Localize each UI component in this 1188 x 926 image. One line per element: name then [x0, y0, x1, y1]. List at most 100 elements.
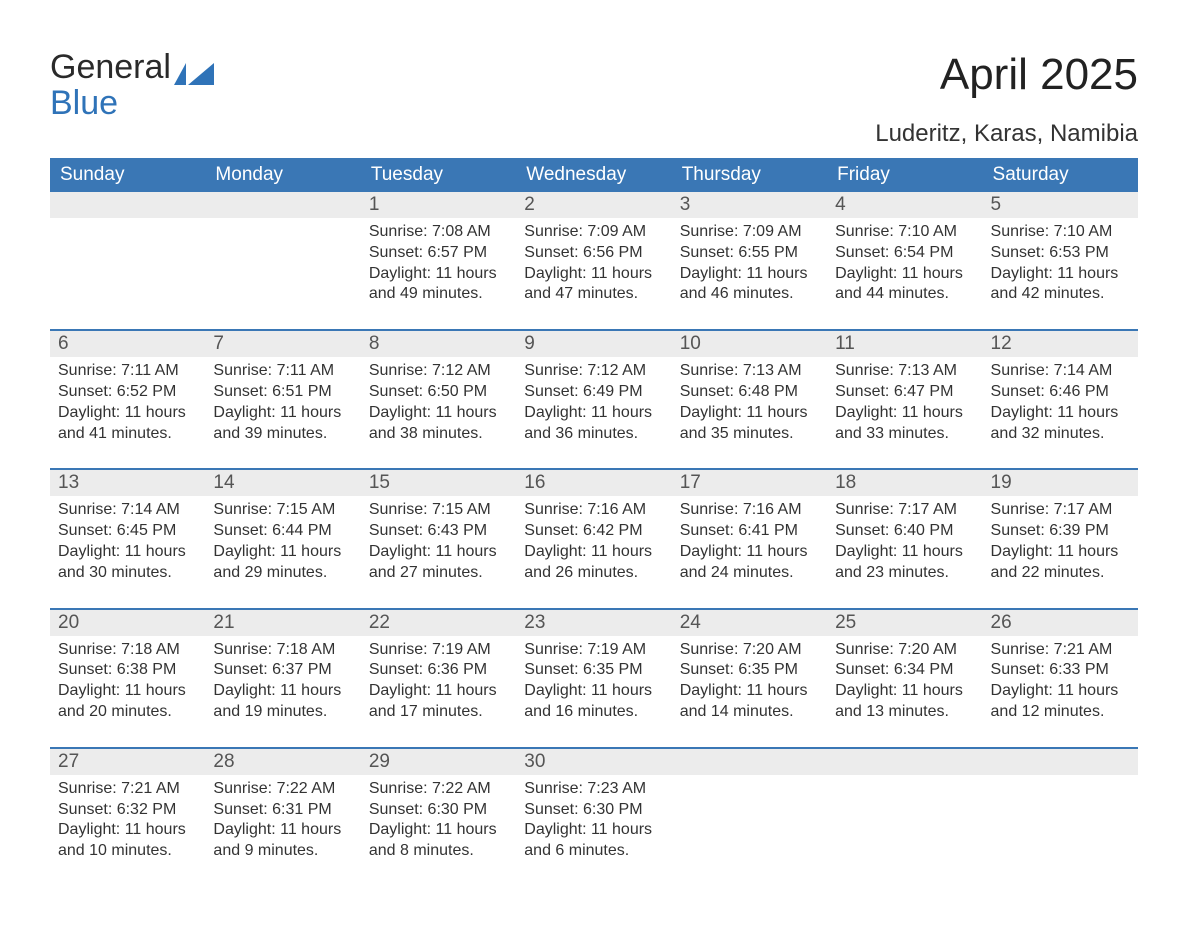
day-details: Sunrise: 7:23 AMSunset: 6:30 PMDaylight:…: [516, 775, 671, 886]
day-header: Thursday: [672, 158, 827, 192]
calendar-cell: 8Sunrise: 7:12 AMSunset: 6:50 PMDaylight…: [361, 330, 516, 469]
day-details: Sunrise: 7:14 AMSunset: 6:46 PMDaylight:…: [983, 357, 1138, 468]
calendar-cell: [50, 192, 205, 330]
day-number: 26: [983, 610, 1138, 636]
day-number: 5: [983, 192, 1138, 218]
day-details: Sunrise: 7:21 AMSunset: 6:32 PMDaylight:…: [50, 775, 205, 886]
day-number: 3: [672, 192, 827, 218]
sunset-line: Sunset: 6:43 PM: [369, 521, 508, 542]
daylight-line: Daylight: 11 hours and 32 minutes.: [991, 403, 1130, 445]
sunset-line: Sunset: 6:37 PM: [213, 660, 352, 681]
day-number: 14: [205, 470, 360, 496]
daylight-line: Daylight: 11 hours and 30 minutes.: [58, 542, 197, 584]
day-details: [827, 775, 982, 865]
day-details: Sunrise: 7:15 AMSunset: 6:44 PMDaylight:…: [205, 496, 360, 607]
day-number: 12: [983, 331, 1138, 357]
day-details: Sunrise: 7:16 AMSunset: 6:41 PMDaylight:…: [672, 496, 827, 607]
daylight-line: Daylight: 11 hours and 41 minutes.: [58, 403, 197, 445]
sunset-line: Sunset: 6:30 PM: [369, 800, 508, 821]
sunrise-line: Sunrise: 7:23 AM: [524, 779, 663, 800]
daylight-line: Daylight: 11 hours and 20 minutes.: [58, 681, 197, 723]
day-details: Sunrise: 7:18 AMSunset: 6:38 PMDaylight:…: [50, 636, 205, 747]
flag-icon: [174, 57, 214, 79]
sunset-line: Sunset: 6:48 PM: [680, 382, 819, 403]
day-details: Sunrise: 7:08 AMSunset: 6:57 PMDaylight:…: [361, 218, 516, 329]
sunset-line: Sunset: 6:38 PM: [58, 660, 197, 681]
day-number: 20: [50, 610, 205, 636]
day-number: 7: [205, 331, 360, 357]
daylight-line: Daylight: 11 hours and 19 minutes.: [213, 681, 352, 723]
sunset-line: Sunset: 6:40 PM: [835, 521, 974, 542]
calendar-week-row: 27Sunrise: 7:21 AMSunset: 6:32 PMDayligh…: [50, 748, 1138, 886]
calendar-cell: 6Sunrise: 7:11 AMSunset: 6:52 PMDaylight…: [50, 330, 205, 469]
day-number: 17: [672, 470, 827, 496]
day-details: Sunrise: 7:19 AMSunset: 6:36 PMDaylight:…: [361, 636, 516, 747]
calendar-cell: 24Sunrise: 7:20 AMSunset: 6:35 PMDayligh…: [672, 609, 827, 748]
day-details: Sunrise: 7:20 AMSunset: 6:34 PMDaylight:…: [827, 636, 982, 747]
sunset-line: Sunset: 6:56 PM: [524, 243, 663, 264]
day-details: Sunrise: 7:16 AMSunset: 6:42 PMDaylight:…: [516, 496, 671, 607]
daylight-line: Daylight: 11 hours and 44 minutes.: [835, 264, 974, 306]
day-number: [827, 749, 982, 775]
calendar-cell: [672, 748, 827, 886]
day-details: Sunrise: 7:14 AMSunset: 6:45 PMDaylight:…: [50, 496, 205, 607]
sunrise-line: Sunrise: 7:20 AM: [680, 640, 819, 661]
sunrise-line: Sunrise: 7:16 AM: [680, 500, 819, 521]
day-header-row: SundayMondayTuesdayWednesdayThursdayFrid…: [50, 158, 1138, 192]
day-number: 16: [516, 470, 671, 496]
day-number: [672, 749, 827, 775]
calendar-cell: 3Sunrise: 7:09 AMSunset: 6:55 PMDaylight…: [672, 192, 827, 330]
daylight-line: Daylight: 11 hours and 23 minutes.: [835, 542, 974, 584]
sunrise-line: Sunrise: 7:19 AM: [524, 640, 663, 661]
calendar-cell: 4Sunrise: 7:10 AMSunset: 6:54 PMDaylight…: [827, 192, 982, 330]
day-number: 29: [361, 749, 516, 775]
calendar-cell: 1Sunrise: 7:08 AMSunset: 6:57 PMDaylight…: [361, 192, 516, 330]
sunset-line: Sunset: 6:49 PM: [524, 382, 663, 403]
calendar-cell: 5Sunrise: 7:10 AMSunset: 6:53 PMDaylight…: [983, 192, 1138, 330]
daylight-line: Daylight: 11 hours and 49 minutes.: [369, 264, 508, 306]
day-header: Sunday: [50, 158, 205, 192]
sunset-line: Sunset: 6:32 PM: [58, 800, 197, 821]
sunset-line: Sunset: 6:39 PM: [991, 521, 1130, 542]
day-details: [983, 775, 1138, 865]
calendar-cell: 2Sunrise: 7:09 AMSunset: 6:56 PMDaylight…: [516, 192, 671, 330]
daylight-line: Daylight: 11 hours and 38 minutes.: [369, 403, 508, 445]
calendar-page: General Blue April 2025 Luderitz, Karas,…: [0, 0, 1188, 926]
day-number: 30: [516, 749, 671, 775]
day-details: Sunrise: 7:17 AMSunset: 6:40 PMDaylight:…: [827, 496, 982, 607]
calendar-cell: 11Sunrise: 7:13 AMSunset: 6:47 PMDayligh…: [827, 330, 982, 469]
sunrise-line: Sunrise: 7:09 AM: [680, 222, 819, 243]
sunrise-line: Sunrise: 7:21 AM: [58, 779, 197, 800]
calendar-cell: 25Sunrise: 7:20 AMSunset: 6:34 PMDayligh…: [827, 609, 982, 748]
day-number: 15: [361, 470, 516, 496]
daylight-line: Daylight: 11 hours and 29 minutes.: [213, 542, 352, 584]
sunset-line: Sunset: 6:45 PM: [58, 521, 197, 542]
day-details: Sunrise: 7:12 AMSunset: 6:49 PMDaylight:…: [516, 357, 671, 468]
day-number: 25: [827, 610, 982, 636]
sunrise-line: Sunrise: 7:20 AM: [835, 640, 974, 661]
logo-word-1: General: [50, 50, 171, 86]
day-details: Sunrise: 7:11 AMSunset: 6:52 PMDaylight:…: [50, 357, 205, 468]
day-number: 8: [361, 331, 516, 357]
day-header: Friday: [827, 158, 982, 192]
day-number: 21: [205, 610, 360, 636]
calendar-cell: 20Sunrise: 7:18 AMSunset: 6:38 PMDayligh…: [50, 609, 205, 748]
calendar-cell: [205, 192, 360, 330]
day-details: Sunrise: 7:18 AMSunset: 6:37 PMDaylight:…: [205, 636, 360, 747]
day-details: Sunrise: 7:19 AMSunset: 6:35 PMDaylight:…: [516, 636, 671, 747]
day-details: Sunrise: 7:09 AMSunset: 6:56 PMDaylight:…: [516, 218, 671, 329]
day-number: 9: [516, 331, 671, 357]
sunset-line: Sunset: 6:55 PM: [680, 243, 819, 264]
sunset-line: Sunset: 6:41 PM: [680, 521, 819, 542]
day-details: Sunrise: 7:15 AMSunset: 6:43 PMDaylight:…: [361, 496, 516, 607]
daylight-line: Daylight: 11 hours and 17 minutes.: [369, 681, 508, 723]
calendar-cell: [827, 748, 982, 886]
calendar-cell: 12Sunrise: 7:14 AMSunset: 6:46 PMDayligh…: [983, 330, 1138, 469]
daylight-line: Daylight: 11 hours and 14 minutes.: [680, 681, 819, 723]
sunset-line: Sunset: 6:30 PM: [524, 800, 663, 821]
calendar-cell: 22Sunrise: 7:19 AMSunset: 6:36 PMDayligh…: [361, 609, 516, 748]
sunrise-line: Sunrise: 7:14 AM: [991, 361, 1130, 382]
daylight-line: Daylight: 11 hours and 16 minutes.: [524, 681, 663, 723]
daylight-line: Daylight: 11 hours and 36 minutes.: [524, 403, 663, 445]
day-header: Tuesday: [361, 158, 516, 192]
